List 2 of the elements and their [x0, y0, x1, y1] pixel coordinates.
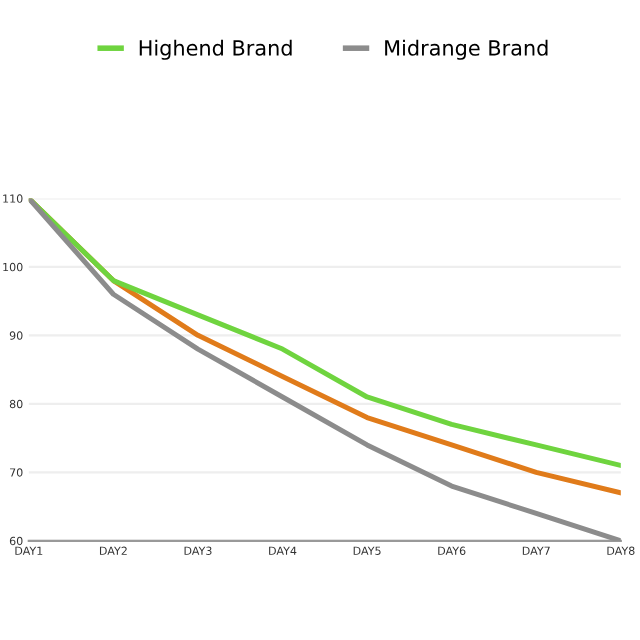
legend-label: Highend Brand [139, 39, 292, 60]
legend-label: Midrange Brand [385, 39, 548, 60]
